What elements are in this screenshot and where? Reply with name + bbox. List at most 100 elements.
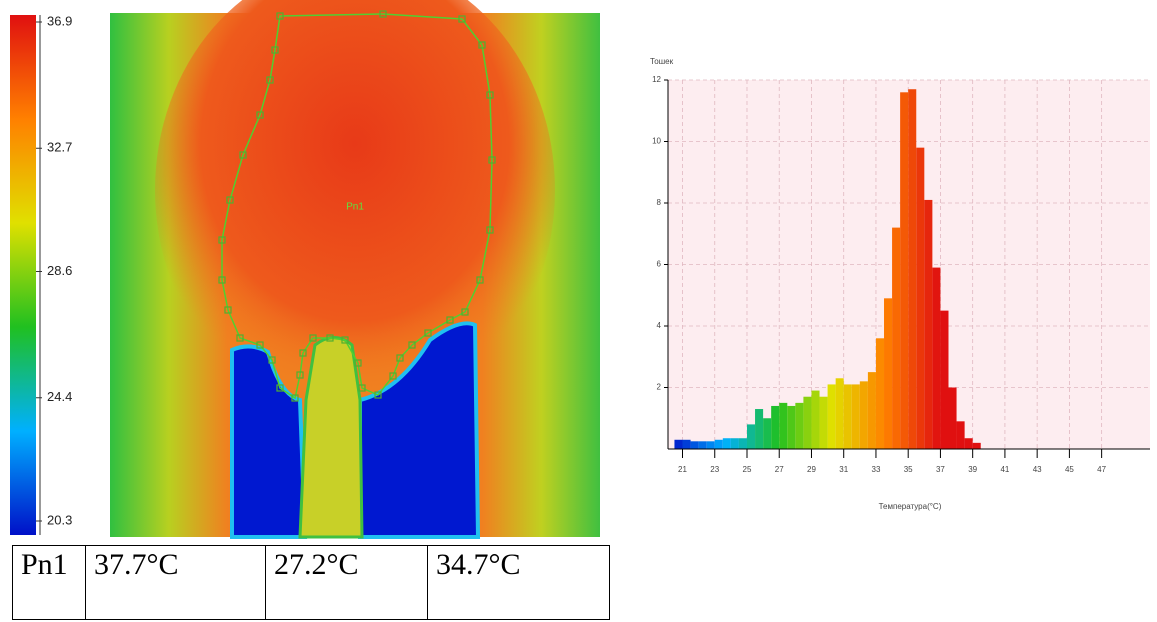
roi-handle — [291, 394, 299, 402]
y-axis-title: Тошек — [650, 57, 674, 66]
bar — [964, 438, 973, 449]
bar — [698, 441, 707, 449]
thermal-hot-area — [155, 0, 555, 420]
x-tick-label: 47 — [1097, 465, 1106, 474]
x-tick-label: 29 — [807, 465, 816, 474]
roi-handle — [379, 10, 387, 18]
roi-handle — [374, 391, 382, 399]
y-tick-label: 8 — [657, 198, 662, 207]
roi-handle — [299, 349, 307, 357]
x-tick-label: 31 — [839, 465, 848, 474]
histogram: 2 4 6 8 10 12 21 23 25 27 29 31 33 35 37 39 41 43 45 47 Тоше… — [650, 57, 1150, 511]
roi-handle — [478, 41, 486, 49]
table-row: Pn1 37.7°C 27.2°C 34.7°C — [12, 545, 610, 620]
thermal-image: Pn1 — [110, 0, 600, 539]
roi-handle — [476, 276, 484, 284]
roi-handle — [358, 384, 366, 392]
table-cell: Pn1 — [12, 545, 86, 620]
x-tick-label: 25 — [743, 465, 752, 474]
bar — [779, 402, 788, 449]
bar — [924, 199, 933, 449]
roi-handle — [424, 329, 432, 337]
bar — [690, 441, 699, 449]
bar — [859, 381, 868, 449]
roi-handle — [218, 276, 226, 284]
bar — [948, 387, 957, 449]
bar — [730, 438, 739, 449]
roi-handle — [271, 46, 279, 54]
roi-handle — [486, 226, 494, 234]
roi-handle — [396, 354, 404, 362]
bar — [706, 441, 715, 449]
x-tick-label: 41 — [1000, 465, 1009, 474]
x-tick-label: 45 — [1065, 465, 1074, 474]
bar — [932, 267, 941, 449]
bar — [835, 378, 844, 449]
color-scale-label: 24.4 — [47, 389, 72, 404]
y-tick-label: 4 — [657, 321, 662, 330]
x-tick-label: 23 — [710, 465, 719, 474]
bar — [851, 384, 860, 449]
bar — [884, 298, 893, 449]
y-tick-label: 2 — [657, 383, 662, 392]
roi-handle — [446, 316, 454, 324]
bar — [843, 384, 852, 449]
table-cell: 34.7°C — [427, 545, 610, 620]
color-scale-label: 32.7 — [47, 140, 72, 155]
y-tick-label: 6 — [657, 260, 662, 269]
bar — [738, 438, 747, 449]
roi-handle — [341, 336, 349, 344]
roi-handle — [226, 196, 234, 204]
roi-handle — [326, 334, 334, 342]
table-cell: 37.7°C — [85, 545, 266, 620]
bar — [795, 402, 804, 449]
roi-handle — [309, 334, 317, 342]
x-axis-title: Температура(°C) — [879, 502, 942, 511]
bar — [803, 396, 812, 449]
roi-handle — [461, 308, 469, 316]
bar — [956, 421, 965, 449]
bar — [674, 439, 683, 449]
x-tick-label: 39 — [968, 465, 977, 474]
bar — [900, 92, 909, 450]
roi-handle — [486, 91, 494, 99]
roi-label: Pn1 — [346, 202, 364, 213]
cold-area — [358, 321, 481, 539]
bar — [714, 439, 723, 449]
bar — [940, 310, 949, 449]
color-scale-label: 20.3 — [47, 512, 72, 527]
roi-handle — [239, 151, 247, 159]
bar — [771, 405, 780, 449]
roi-handle — [266, 76, 274, 84]
result-table: Pn1 37.7°C 27.2°C 34.7°C — [12, 545, 610, 620]
roi-handle — [296, 371, 304, 379]
roi-handle — [218, 236, 226, 244]
bar — [811, 390, 820, 449]
color-scale-label: 28.6 — [47, 263, 72, 278]
roi-handle — [256, 341, 264, 349]
x-tick-label: 21 — [678, 465, 687, 474]
bar — [682, 439, 691, 449]
bar — [755, 409, 764, 449]
y-tick-label: 10 — [652, 137, 661, 146]
roi-handle — [276, 384, 284, 392]
x-tick-label: 37 — [936, 465, 945, 474]
roi-handle — [354, 359, 362, 367]
x-tick-label: 43 — [1033, 465, 1042, 474]
roi-handle — [488, 156, 496, 164]
x-tick-label: 33 — [872, 465, 881, 474]
x-tick-label: 27 — [775, 465, 784, 474]
bar — [746, 424, 756, 449]
bar — [916, 147, 925, 449]
bar — [867, 372, 876, 449]
bar — [908, 89, 917, 449]
roi-handle — [276, 12, 284, 20]
roi-handle — [408, 341, 416, 349]
roi-handle — [458, 15, 466, 23]
table-cell: 27.2°C — [265, 545, 428, 620]
roi-handle — [224, 306, 232, 314]
roi-handle — [268, 356, 276, 364]
bar — [819, 396, 828, 449]
